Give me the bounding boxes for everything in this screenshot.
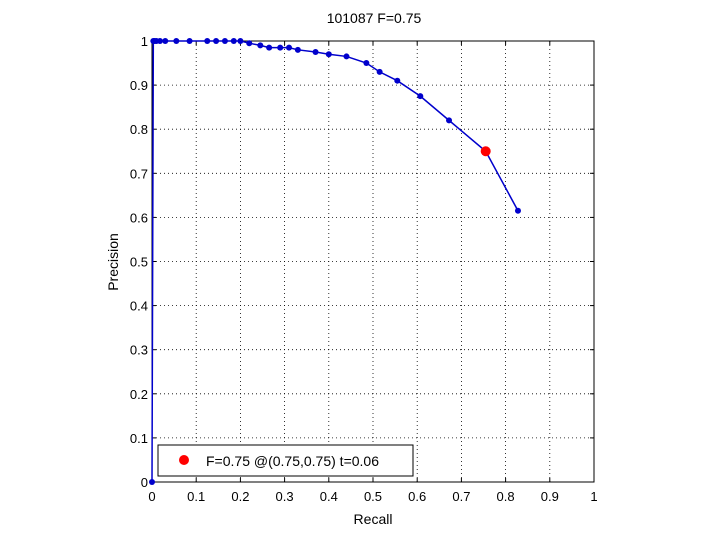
chart-title: 101087 F=0.75 — [327, 10, 422, 26]
x-axis-label: Recall — [354, 511, 393, 527]
data-point — [149, 479, 155, 485]
data-point — [294, 46, 301, 53]
x-tick-label: 0 — [148, 489, 155, 504]
y-tick-label: 0.4 — [130, 299, 148, 314]
x-tick-label: 0.6 — [408, 489, 426, 504]
data-point — [325, 51, 332, 58]
data-point — [363, 60, 370, 67]
y-tick-label: 0.1 — [130, 431, 148, 446]
data-point — [417, 93, 424, 100]
y-axis-label: Precision — [105, 233, 121, 291]
data-point — [162, 38, 169, 44]
y-tick-label: 0.2 — [130, 387, 148, 402]
data-point — [376, 68, 383, 75]
legend-label: F=0.75 @(0.75,0.75) t=0.06 — [206, 453, 379, 469]
data-point — [394, 77, 401, 84]
y-tick-label: 0.3 — [130, 343, 148, 358]
legend: F=0.75 @(0.75,0.75) t=0.06 — [157, 444, 414, 477]
y-tick-label: 0 — [141, 475, 148, 490]
y-tick-label: 0.8 — [130, 122, 148, 137]
data-point — [257, 42, 264, 49]
data-point — [446, 117, 453, 124]
x-tick-label: 0.4 — [320, 489, 338, 504]
x-tick-label: 0.2 — [231, 489, 249, 504]
series-line-path — [151, 40, 519, 483]
data-point — [343, 53, 350, 60]
x-tick-label: 0.5 — [364, 489, 382, 504]
data-point — [277, 44, 284, 51]
y-tick-label: 1 — [141, 34, 148, 49]
y-tick-label: 0.6 — [130, 210, 148, 225]
x-tick-label: 0.7 — [452, 489, 470, 504]
data-point — [286, 44, 293, 51]
data-point — [221, 38, 228, 44]
x-tick-label: 0.8 — [497, 489, 515, 504]
x-tick-label: 1 — [590, 489, 597, 504]
grid-lines — [152, 41, 594, 482]
data-point — [237, 38, 244, 44]
data-point — [156, 38, 163, 44]
data-point — [514, 207, 521, 214]
y-tick-label: 0.7 — [130, 166, 148, 181]
data-point — [312, 49, 319, 56]
y-tick-label: 0.5 — [130, 255, 148, 270]
series-line — [149, 38, 521, 485]
legend-marker — [179, 455, 189, 465]
y-tick-label: 0.9 — [130, 78, 148, 93]
data-point — [246, 40, 253, 47]
x-tick-label: 0.9 — [541, 489, 559, 504]
x-tick-label: 0.1 — [187, 489, 205, 504]
data-point — [186, 38, 193, 44]
data-point — [230, 38, 237, 44]
x-tick-label: 0.3 — [276, 489, 294, 504]
axis-ticks: 0 0.1 0.2 0.3 0.4 0.5 0.6 0.7 0.8 0.9 1 0 0.1 0.2 0.3 0… — [130, 34, 598, 504]
data-point — [213, 38, 220, 44]
data-point — [266, 44, 273, 51]
best-f-point — [480, 146, 491, 157]
data-point — [173, 38, 180, 44]
legend-box — [157, 444, 414, 477]
data-point — [204, 38, 211, 44]
